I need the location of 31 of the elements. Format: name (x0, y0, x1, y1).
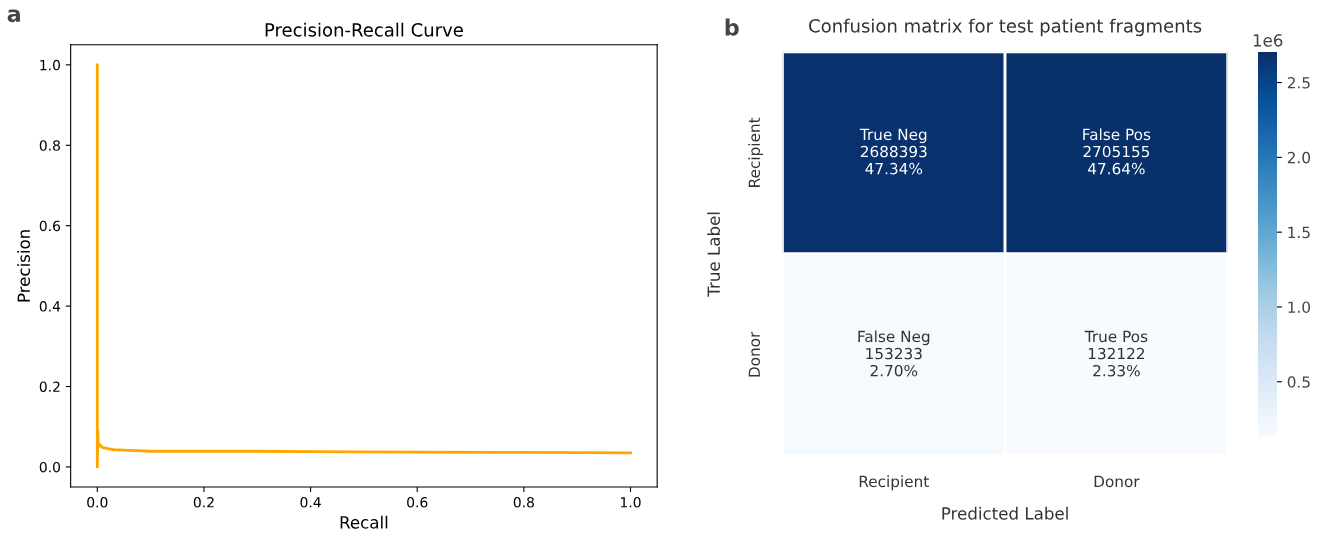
x-axis-title: Predicted Label (942, 506, 1068, 520)
chart-title: Confusion matrix for test patient fragments (809, 18, 1202, 37)
y-tick-label: 0.8 (39, 140, 60, 151)
y-tick-label: 0.0 (39, 461, 61, 473)
y-axis-title: True Label (707, 212, 721, 297)
text: a (7, 9, 20, 23)
text: b (725, 18, 739, 36)
color-bar-label: 1.5 (1288, 226, 1310, 239)
x-tick-label: 1.0 (620, 497, 641, 508)
x-tick-label: 0.6 (407, 497, 428, 508)
y-tick-label: 0.4 (39, 301, 61, 312)
color-bar-label: 2.5 (1287, 77, 1310, 89)
x-tick-label: 0.0 (87, 497, 108, 508)
color-bar-label: 2.0 (1287, 151, 1311, 164)
data-label: False Pos 2705155 47.64% (1083, 128, 1151, 175)
y-tick-label: 0.6 (39, 220, 61, 232)
x-tick-label: 0.8 (513, 497, 534, 508)
line-series (95, 63, 632, 469)
chart-title: Precision-Recall Curve (265, 22, 463, 37)
text: 1e6 (1253, 34, 1283, 47)
data-label: False Neg 153233 2.70% (858, 330, 930, 377)
x-tick-label: 0.4 (300, 497, 321, 508)
y-axis-title: Precision (17, 230, 31, 302)
y-tick-label: 1.0 (40, 59, 61, 71)
color-bar-label: 1.0 (1288, 301, 1311, 313)
data-label: True Neg 2688393 47.34% (859, 128, 927, 175)
data-label: True Pos 132122 2.33% (1084, 330, 1148, 377)
color-bar-label: 0.5 (1287, 376, 1310, 388)
x-axis-title: Recall (340, 515, 388, 529)
x-tick-label: 0.2 (193, 497, 214, 508)
y-tick-label: 0.2 (39, 381, 60, 392)
